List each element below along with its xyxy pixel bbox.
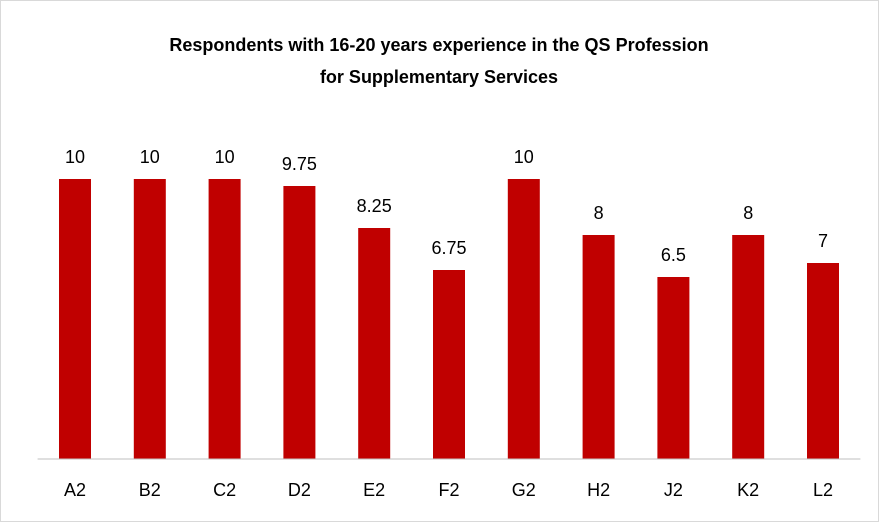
chart-title: for Supplementary Services — [320, 67, 558, 87]
x-tick-label: K2 — [737, 480, 759, 500]
bar — [732, 235, 765, 459]
value-label: 10 — [514, 147, 534, 167]
x-tick-label: L2 — [813, 480, 833, 500]
bar — [582, 235, 615, 459]
value-label: 9.75 — [282, 154, 317, 174]
value-label: 10 — [215, 147, 235, 167]
bar — [807, 263, 839, 459]
value-label: 8 — [743, 203, 753, 223]
bar — [59, 179, 91, 459]
value-label: 8.25 — [357, 196, 392, 216]
bar — [358, 228, 391, 459]
bar — [433, 270, 465, 459]
x-tick-label: F2 — [438, 480, 459, 500]
value-label: 7 — [818, 231, 828, 251]
x-tick-label: E2 — [363, 480, 385, 500]
x-tick-label: C2 — [213, 480, 236, 500]
x-tick-label: H2 — [587, 480, 610, 500]
x-tick-label: B2 — [139, 480, 161, 500]
value-label: 6.5 — [661, 245, 686, 265]
value-label: 8 — [594, 203, 604, 223]
x-tick-label: D2 — [288, 480, 311, 500]
x-tick-label: A2 — [64, 480, 86, 500]
x-tick-label: J2 — [664, 480, 683, 500]
bar — [507, 179, 540, 459]
bar — [133, 179, 166, 459]
bar — [657, 277, 690, 459]
value-label: 10 — [65, 147, 85, 167]
x-tick-label: G2 — [512, 480, 536, 500]
bar — [283, 186, 316, 459]
value-label: 10 — [140, 147, 160, 167]
chart-title: Respondents with 16-20 years experience … — [169, 35, 708, 55]
bar — [208, 179, 241, 459]
value-label: 6.75 — [431, 238, 466, 258]
